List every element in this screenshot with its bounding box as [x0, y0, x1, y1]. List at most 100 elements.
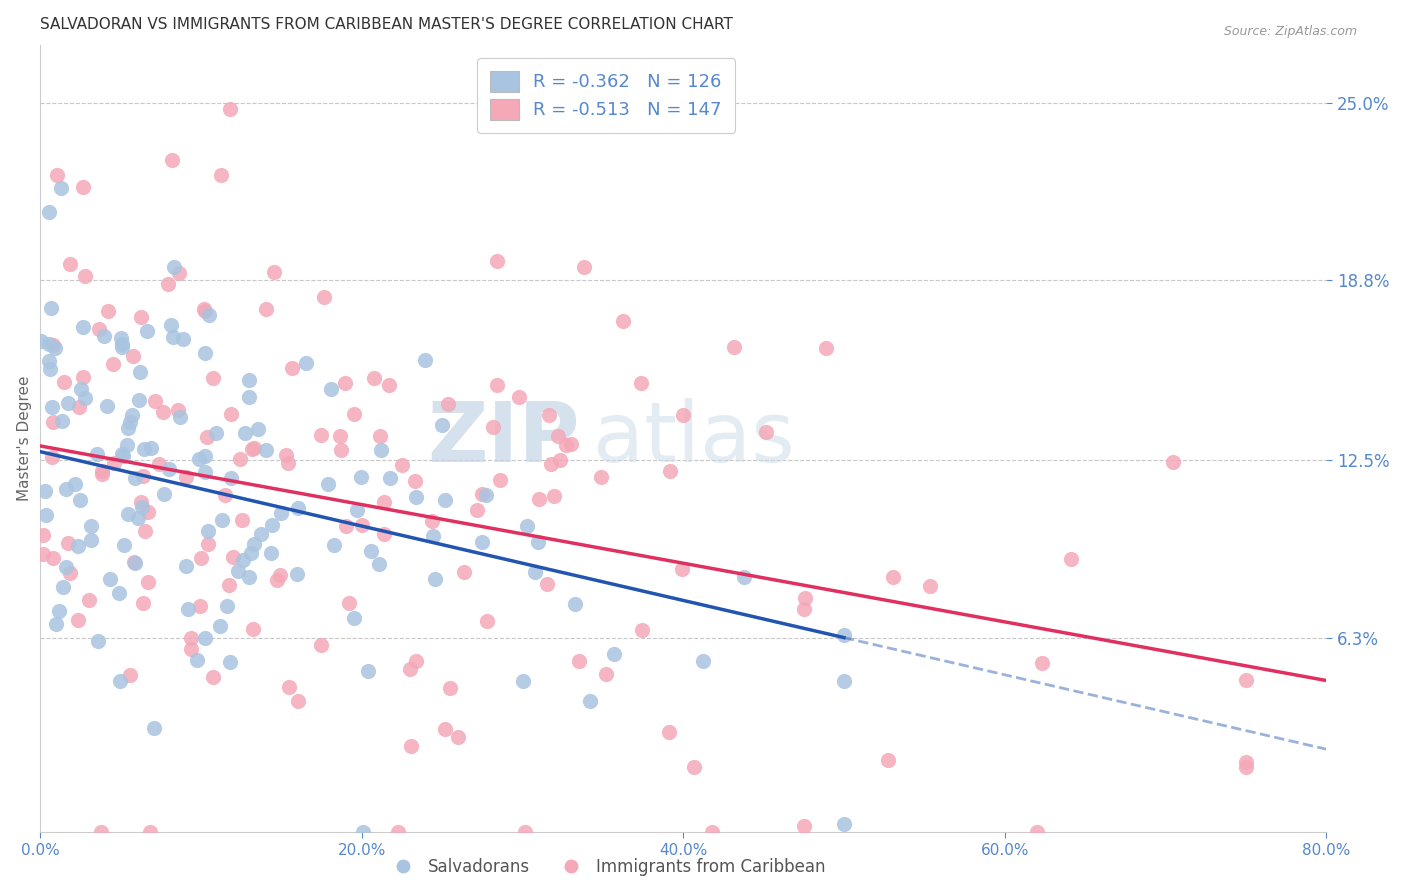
Point [138, 825, 160, 839]
Point [420, 514, 443, 528]
Y-axis label: Master's Degree: Master's Degree [17, 376, 32, 501]
Point [218, 578, 240, 592]
Point [45, 616, 67, 631]
Point [578, 694, 600, 708]
Point [564, 597, 586, 611]
Point [683, 759, 706, 773]
Point [242, 536, 264, 550]
Point [214, 488, 236, 502]
Point [659, 464, 682, 478]
Point [238, 390, 260, 404]
Point [523, 565, 546, 579]
Point [832, 674, 855, 689]
Point [34, 483, 56, 498]
Point [430, 417, 453, 432]
Point [172, 332, 194, 346]
Point [595, 667, 617, 681]
Point [194, 304, 217, 318]
Point [157, 277, 180, 291]
Point [115, 438, 138, 452]
Point [129, 495, 152, 509]
Point [180, 631, 202, 645]
Point [124, 556, 146, 570]
Point [44, 341, 66, 355]
Point [211, 512, 233, 526]
Point [73, 269, 96, 284]
Point [485, 378, 508, 392]
Point [733, 570, 755, 584]
Point [72, 369, 94, 384]
Point [422, 529, 444, 543]
Point [167, 266, 190, 280]
Point [555, 437, 578, 451]
Point [536, 577, 558, 591]
Point [122, 349, 145, 363]
Point [568, 654, 591, 668]
Point [91, 464, 114, 478]
Point [603, 647, 626, 661]
Point [547, 429, 569, 443]
Point [159, 318, 181, 332]
Point [163, 260, 186, 274]
Point [475, 615, 498, 629]
Point [240, 442, 263, 456]
Point [93, 328, 115, 343]
Point [1161, 455, 1184, 469]
Point [281, 360, 304, 375]
Point [124, 470, 146, 484]
Point [540, 457, 562, 471]
Point [87, 634, 110, 648]
Legend: Salvadorans, Immigrants from Caribbean: Salvadorans, Immigrants from Caribbean [380, 852, 832, 883]
Point [387, 825, 409, 839]
Point [219, 407, 242, 421]
Point [329, 428, 352, 442]
Point [180, 641, 202, 656]
Point [121, 408, 143, 422]
Point [368, 429, 391, 443]
Point [437, 397, 460, 411]
Point [91, 467, 114, 482]
Point [134, 524, 156, 539]
Point [128, 392, 150, 407]
Point [335, 519, 357, 533]
Point [67, 613, 90, 627]
Point [41, 400, 63, 414]
Point [287, 501, 309, 516]
Point [543, 489, 565, 503]
Point [246, 422, 269, 436]
Point [314, 290, 336, 304]
Point [209, 168, 232, 182]
Point [96, 399, 118, 413]
Point [453, 565, 475, 579]
Point [285, 566, 308, 581]
Point [48, 603, 70, 617]
Point [489, 473, 512, 487]
Point [87, 322, 110, 336]
Point [254, 443, 277, 458]
Point [108, 674, 131, 689]
Point [612, 314, 634, 328]
Point [202, 371, 225, 385]
Point [370, 442, 392, 457]
Point [221, 471, 243, 485]
Point [1234, 673, 1257, 687]
Point [65, 476, 87, 491]
Point [630, 376, 652, 391]
Point [278, 681, 301, 695]
Point [343, 407, 366, 421]
Point [30, 334, 52, 348]
Point [122, 555, 145, 569]
Point [42, 338, 65, 352]
Point [439, 681, 461, 695]
Point [277, 456, 299, 470]
Point [413, 353, 436, 368]
Point [143, 721, 166, 735]
Point [350, 470, 373, 484]
Point [217, 599, 239, 614]
Point [591, 469, 613, 483]
Point [98, 572, 121, 586]
Point [67, 401, 90, 415]
Point [398, 662, 420, 676]
Point [112, 538, 135, 552]
Point [90, 825, 112, 839]
